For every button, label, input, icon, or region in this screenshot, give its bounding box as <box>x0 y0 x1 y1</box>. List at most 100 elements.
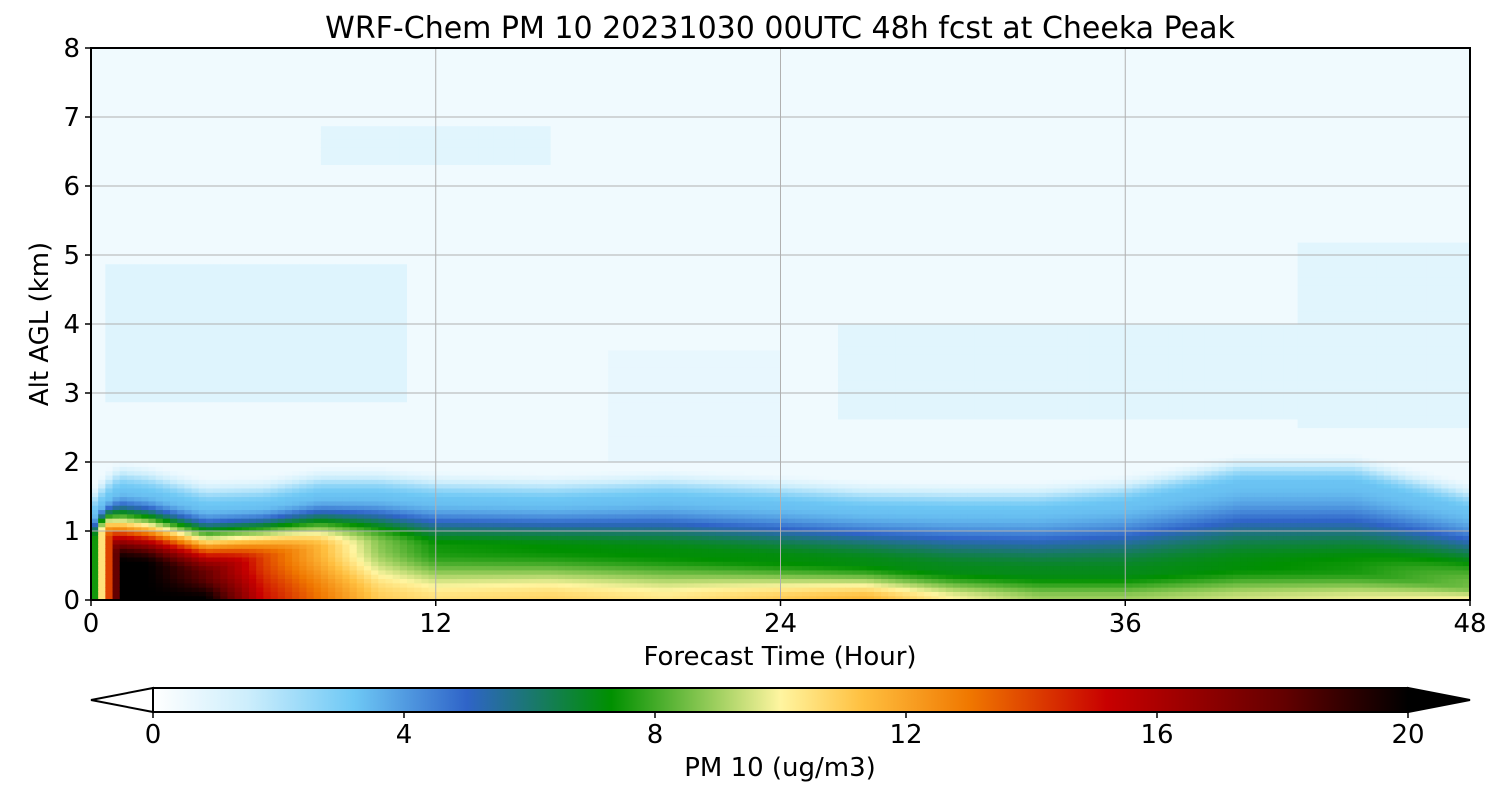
heatmap-cell <box>220 61 228 66</box>
heatmap-cell <box>235 419 243 424</box>
heatmap-cell <box>113 143 121 148</box>
heatmap-cell <box>306 359 314 364</box>
heatmap-cell <box>256 453 264 458</box>
heatmap-cell <box>256 497 264 502</box>
heatmap-cell <box>249 186 257 191</box>
heatmap-cell <box>299 359 307 364</box>
heatmap-cell <box>206 428 214 433</box>
heatmap-cell <box>220 126 228 131</box>
heatmap-cell <box>263 307 271 312</box>
heatmap-cell <box>206 445 214 450</box>
heatmap-cell <box>342 402 350 407</box>
heatmap-cell <box>192 104 200 109</box>
heatmap-cell <box>148 415 156 420</box>
heatmap-cell <box>350 212 358 217</box>
heatmap-cell <box>227 346 235 351</box>
heatmap-cell <box>199 535 207 540</box>
heatmap-cell <box>306 350 314 355</box>
heatmap-cell <box>350 298 358 303</box>
heatmap-cell <box>328 475 336 480</box>
heatmap-cell <box>263 453 271 458</box>
heatmap-cell <box>263 302 271 307</box>
heatmap-cell <box>113 514 121 519</box>
heatmap-cell <box>328 522 336 527</box>
heatmap-cell <box>256 298 264 303</box>
heatmap-cell <box>192 492 200 497</box>
heatmap-cell <box>335 514 343 519</box>
heatmap-cell <box>177 255 185 260</box>
heatmap-cell <box>170 57 178 62</box>
heatmap-cell <box>213 578 221 583</box>
heatmap-cell <box>184 307 192 312</box>
heatmap-cell <box>227 208 235 213</box>
heatmap-cell <box>127 195 135 200</box>
heatmap-cell <box>227 130 235 135</box>
heatmap-cell <box>199 371 207 376</box>
heatmap-cell <box>148 535 156 540</box>
heatmap-cell <box>91 134 99 139</box>
heatmap-cell <box>156 238 164 243</box>
heatmap-cell <box>235 117 243 122</box>
heatmap-cell <box>314 315 322 320</box>
heatmap-cell <box>335 462 343 467</box>
heatmap-cell <box>170 406 178 411</box>
heatmap-cell <box>134 169 142 174</box>
heatmap-cell <box>249 169 257 174</box>
heatmap-cell <box>328 87 336 92</box>
heatmap-cell <box>91 78 99 83</box>
heatmap-cell <box>227 52 235 57</box>
heatmap-cell <box>141 311 149 316</box>
heatmap-cell <box>342 509 350 514</box>
heatmap-cell <box>357 462 365 467</box>
heatmap-cell <box>321 95 329 100</box>
heatmap-cell <box>335 436 343 441</box>
heatmap-cell <box>156 445 164 450</box>
heatmap-cell <box>148 471 156 476</box>
heatmap-cell <box>285 87 293 92</box>
heatmap-cell <box>156 350 164 355</box>
heatmap-cell <box>163 95 171 100</box>
heatmap-cell <box>342 311 350 316</box>
heatmap-cell <box>364 108 372 113</box>
heatmap-cell <box>113 591 121 596</box>
heatmap-cell <box>299 225 307 230</box>
heatmap-cell <box>134 246 142 251</box>
heatmap-cell <box>314 328 322 333</box>
heatmap-cell <box>163 216 171 221</box>
heatmap-cell <box>292 449 300 454</box>
heatmap-cell <box>299 591 307 596</box>
heatmap-cell <box>206 359 214 364</box>
heatmap-cell <box>134 156 142 161</box>
heatmap-cell <box>156 406 164 411</box>
heatmap-cell <box>342 173 350 178</box>
heatmap-cell <box>328 307 336 312</box>
heatmap-cell <box>213 255 221 260</box>
heatmap-cell <box>98 70 106 75</box>
heatmap-cell <box>192 557 200 562</box>
heatmap-cell <box>120 544 128 549</box>
heatmap-cell <box>220 147 228 152</box>
heatmap-cell <box>342 238 350 243</box>
heatmap-cell <box>170 156 178 161</box>
heatmap-cell <box>285 583 293 588</box>
heatmap-cell <box>199 164 207 169</box>
heatmap-cell <box>113 277 121 282</box>
heatmap-cell <box>127 52 135 57</box>
heatmap-cell <box>177 285 185 290</box>
heatmap-cell <box>163 169 171 174</box>
heatmap-cell <box>364 268 372 273</box>
heatmap-cell <box>285 139 293 144</box>
heatmap-cell <box>328 117 336 122</box>
heatmap-cell <box>141 281 149 286</box>
heatmap-cell <box>350 553 358 558</box>
heatmap-cell <box>134 87 142 92</box>
heatmap-cell <box>249 259 257 264</box>
heatmap-cell <box>127 363 135 368</box>
heatmap-cell <box>285 324 293 329</box>
heatmap-cell <box>199 255 207 260</box>
heatmap-cell <box>177 298 185 303</box>
heatmap-cell <box>170 143 178 148</box>
heatmap-cell <box>156 341 164 346</box>
heatmap-cell <box>321 70 329 75</box>
heatmap-cell <box>192 277 200 282</box>
